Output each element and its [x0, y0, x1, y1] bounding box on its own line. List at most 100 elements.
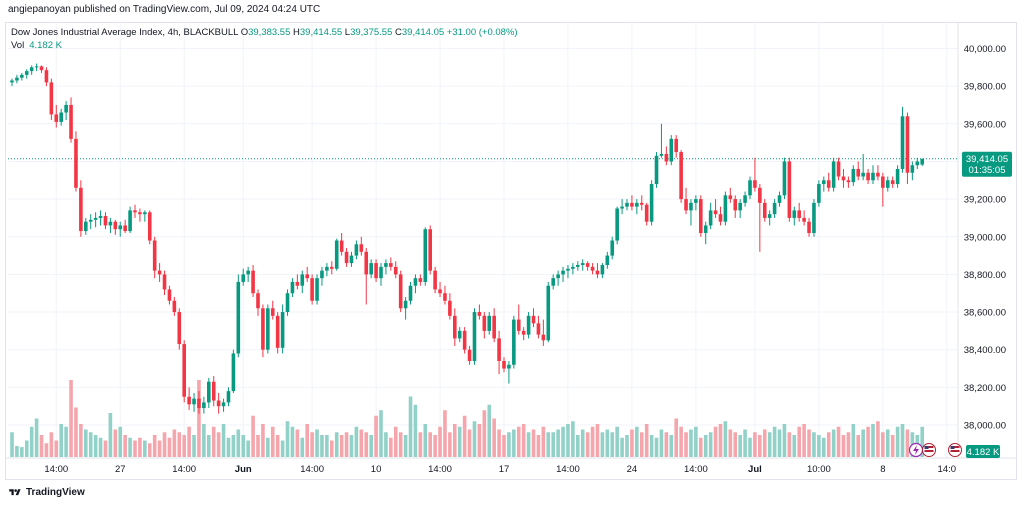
candle-body — [635, 202, 639, 207]
volume-bar — [364, 432, 369, 457]
volume-bar — [590, 426, 595, 457]
candle-body — [876, 172, 880, 177]
volume-bar — [817, 435, 821, 457]
candle-body — [310, 278, 314, 301]
chart-frame[interactable] — [5, 22, 1017, 480]
x-tick-label: 8 — [880, 464, 885, 475]
volume-bar — [423, 424, 428, 457]
volume-bar — [177, 432, 182, 457]
candle-body — [59, 112, 63, 122]
volume-bar — [74, 407, 78, 457]
x-tick-label: 10 — [371, 464, 382, 475]
candle-body — [644, 204, 649, 222]
volume-bar — [108, 413, 113, 457]
candle-body — [516, 319, 521, 331]
candle-body — [216, 400, 221, 407]
volume-bar — [635, 426, 639, 457]
volume-bar — [782, 424, 787, 457]
candle-body — [275, 315, 280, 348]
volume-bar — [147, 443, 152, 457]
volume-bar — [49, 432, 54, 457]
candle-body — [251, 270, 255, 294]
volume-bar — [295, 429, 300, 457]
x-tick-label: 14:00 — [44, 464, 68, 475]
volume-bar — [157, 440, 162, 457]
candle-body — [20, 74, 24, 78]
y-tick-label: 39,600.00 — [964, 119, 1006, 130]
candle-body — [300, 274, 305, 286]
candle-body — [103, 216, 108, 226]
candle-body — [177, 312, 182, 345]
x-tick-label: 14:00 — [684, 464, 708, 475]
candle-body — [398, 274, 403, 309]
candle-body — [566, 268, 570, 271]
volume-bar — [403, 435, 408, 457]
volume-bar — [24, 440, 29, 457]
candle-body — [197, 398, 201, 409]
flag-stripe — [950, 446, 960, 448]
footer-brand[interactable]: TradingView — [8, 487, 85, 498]
candle-body — [610, 240, 615, 256]
candle-body — [113, 221, 118, 230]
volume-bar — [920, 426, 924, 457]
volume-bar — [359, 429, 364, 457]
volume-bar — [64, 426, 68, 457]
volume-bar — [718, 424, 723, 457]
volume-bar — [413, 404, 418, 457]
volume-bar — [187, 426, 191, 457]
candle-body — [885, 180, 890, 188]
candle-body — [649, 184, 654, 222]
volume-bar — [699, 437, 703, 457]
candle-body — [841, 176, 846, 181]
candle-body — [157, 270, 162, 275]
volume-bar — [487, 404, 492, 457]
volume-bar — [59, 424, 63, 457]
candle-body — [428, 229, 432, 271]
low-label: L — [344, 27, 351, 38]
x-tick-label: 27 — [115, 464, 126, 475]
volume-bar — [143, 440, 147, 457]
volume-bar — [502, 435, 506, 457]
volume-bar — [438, 426, 442, 457]
candle-body — [280, 312, 285, 348]
candle-body — [551, 278, 555, 286]
volume-bar — [418, 432, 423, 457]
high-value: 39,414.55 — [299, 27, 343, 38]
candle-body — [39, 66, 44, 71]
volume-bar — [197, 380, 201, 457]
volume-bar — [167, 437, 172, 457]
volume-bar — [128, 437, 132, 457]
candle-body — [630, 202, 634, 207]
volume-bar — [625, 435, 629, 457]
candle-body — [674, 138, 678, 153]
volume-bar — [758, 435, 762, 457]
candle-body — [507, 364, 511, 369]
ohlc-legend: Dow Jones Industrial Average Index, 4h, … — [11, 27, 518, 38]
candle-body — [477, 312, 482, 316]
volume-legend: Vol 4.182 K — [11, 40, 62, 51]
candle-body — [802, 217, 806, 222]
volume-bar — [384, 432, 388, 457]
volume-bar — [812, 432, 816, 457]
candle-body — [374, 263, 378, 279]
volume-bar — [566, 424, 570, 457]
candle-body — [718, 214, 723, 222]
volume-bar — [777, 429, 782, 457]
candle-body — [822, 180, 826, 185]
candle-body — [787, 161, 792, 218]
volume-bar — [256, 435, 260, 457]
volume-bar — [457, 426, 462, 457]
volume-bar — [689, 429, 693, 457]
volume-bar — [507, 432, 511, 457]
volume-bar — [216, 432, 221, 457]
volume-bar — [610, 432, 615, 457]
candle-body — [595, 270, 600, 275]
volume-bar — [767, 432, 772, 457]
candle-body — [290, 281, 295, 294]
candle-body — [453, 315, 457, 339]
candle-body — [620, 206, 624, 209]
volume-bar — [516, 426, 521, 457]
candle-body — [29, 67, 34, 72]
volume-bar — [118, 426, 123, 457]
